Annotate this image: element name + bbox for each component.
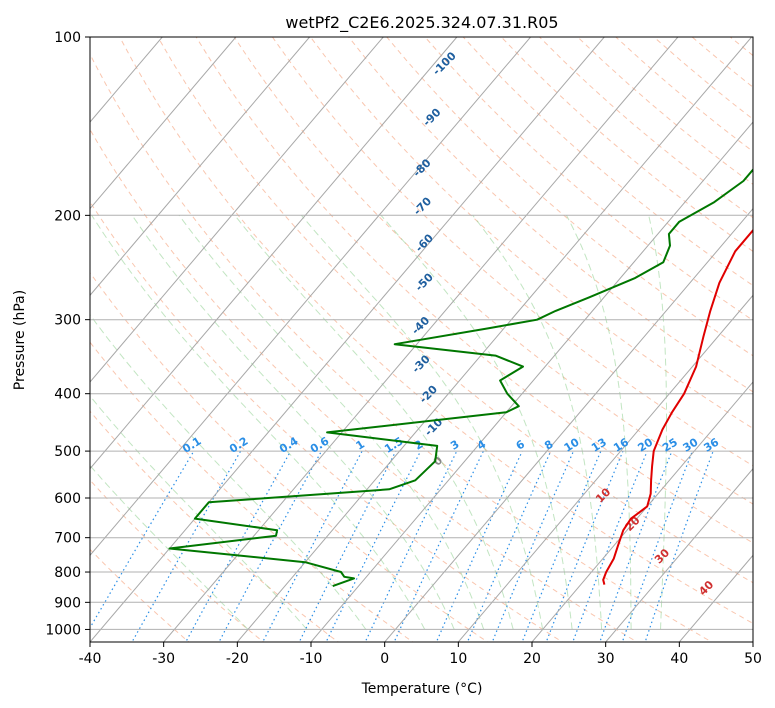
moist-adiabat-line	[234, 214, 514, 630]
x-tick-label: 0	[380, 651, 389, 667]
isotherm-line	[90, 37, 384, 383]
moist-adiabat-line	[566, 215, 632, 630]
y-tick-label: 400	[54, 387, 81, 403]
moist-adiabat-line	[91, 215, 426, 630]
temperature-line	[602, 228, 753, 585]
x-tick-label: -20	[226, 651, 249, 667]
y-tick-label: 200	[54, 208, 81, 224]
y-tick-label: 600	[54, 491, 81, 507]
isotherm-line	[90, 37, 458, 470]
dry-adiabat-line	[348, 37, 753, 393]
x-tick-label: -10	[300, 651, 323, 667]
mixing-ratio-line	[90, 450, 195, 630]
mixing-ratio-line	[466, 450, 552, 642]
dry-adiabat-line	[90, 201, 564, 642]
moist-adiabat-line	[472, 214, 603, 630]
y-tick-label: 300	[54, 313, 81, 329]
x-tick-label: 40	[670, 651, 688, 667]
x-tick-label: -40	[79, 651, 102, 667]
series-lines	[168, 168, 753, 588]
dry-adiabat-line	[462, 37, 753, 287]
mixing-ratio-line	[298, 450, 397, 642]
x-tick-label: 10	[449, 651, 467, 667]
dry-adiabat-line	[90, 410, 340, 642]
isotherm-line	[236, 37, 752, 642]
y-tick-label: 800	[54, 565, 81, 581]
moist-adiabat-line	[90, 313, 367, 630]
x-tick-label: 50	[744, 651, 762, 667]
y-tick-label: 900	[54, 595, 81, 611]
y-tick-label: 1000	[45, 622, 81, 638]
dry-adiabat-line	[90, 341, 414, 642]
dewpoint-line	[168, 168, 753, 588]
mixing-ratio-line	[435, 450, 523, 642]
y-axis-label: Pressure (hPa)	[12, 290, 28, 390]
grid-lines	[90, 37, 753, 642]
mixing-ratio-line	[393, 450, 484, 642]
isotherm-line	[531, 381, 753, 642]
plot-frame	[89, 36, 754, 643]
isotherm-line	[90, 37, 531, 557]
isotherm-line	[90, 37, 605, 642]
dry-adiabat-line	[233, 37, 753, 505]
dry-adiabat-line	[271, 37, 753, 467]
y-axis: 100 200 300 400 500 600 700 800 900 1000	[45, 30, 90, 638]
dry-adiabat-line	[195, 37, 753, 544]
mixing-ratio-line	[644, 450, 714, 642]
y-tick-label: 700	[54, 531, 81, 547]
dry-adiabat-line	[157, 37, 753, 584]
x-tick-label: -30	[152, 651, 175, 667]
dry-adiabat-line	[386, 37, 753, 357]
isotherm-line	[310, 121, 753, 642]
y-tick-label: 100	[54, 30, 81, 46]
isotherm-line	[384, 207, 753, 642]
x-axis-label: Temperature (°C)	[361, 681, 483, 697]
mixing-ratio-line	[621, 450, 693, 642]
isotherm-line	[457, 294, 753, 642]
x-tick-label: 30	[597, 651, 615, 667]
chart-title: wetPf2_C2E6.2025.324.07.31.R05	[285, 13, 558, 33]
isotherm-line	[90, 37, 237, 210]
isotherm-line	[90, 37, 310, 297]
isotherm-line	[605, 467, 753, 642]
x-tick-label: 20	[523, 651, 541, 667]
x-axis: -40 -30 -20 -10 0 10 20 30 40 50	[79, 642, 762, 667]
y-tick-label: 500	[54, 444, 81, 460]
